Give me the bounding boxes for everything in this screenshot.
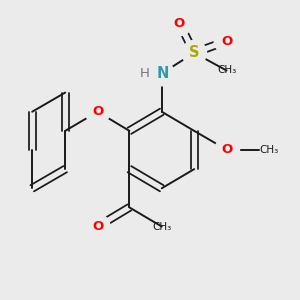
Circle shape <box>85 214 110 239</box>
Text: O: O <box>92 105 103 118</box>
Circle shape <box>85 99 110 124</box>
Circle shape <box>149 61 174 86</box>
Text: O: O <box>221 34 232 48</box>
Text: O: O <box>174 17 185 30</box>
Text: CH₃: CH₃ <box>152 222 171 232</box>
Circle shape <box>214 29 239 53</box>
Circle shape <box>215 138 239 162</box>
Text: CH₃: CH₃ <box>259 145 278 155</box>
Circle shape <box>167 11 192 36</box>
Text: H: H <box>140 67 150 80</box>
Text: CH₃: CH₃ <box>217 65 236 76</box>
Text: N: N <box>157 66 170 81</box>
Circle shape <box>182 40 206 65</box>
Text: O: O <box>92 220 103 233</box>
Text: O: O <box>221 143 233 157</box>
Text: S: S <box>189 45 200 60</box>
